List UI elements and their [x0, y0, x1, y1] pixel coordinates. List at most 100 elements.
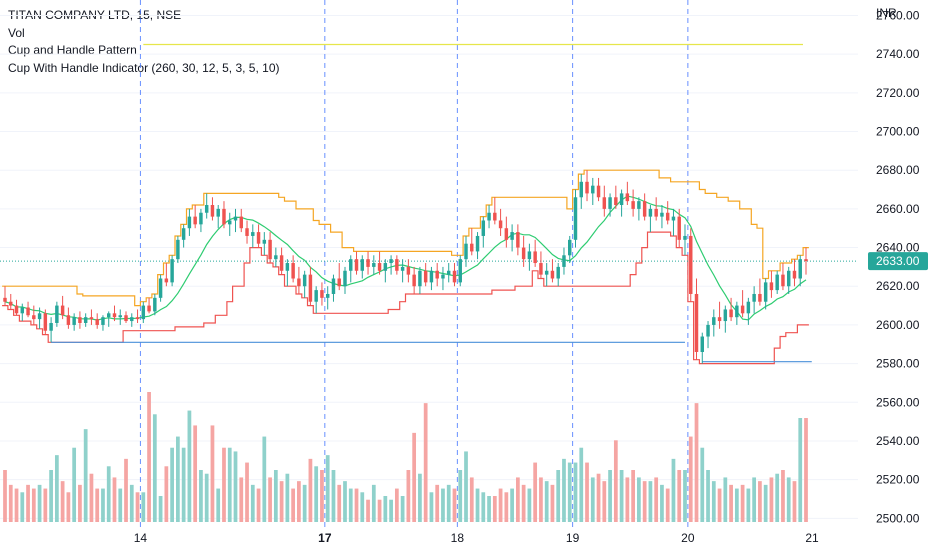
volume-bar [227, 447, 232, 522]
candle-body [406, 266, 411, 275]
volume-bar [469, 477, 474, 522]
candle-body [493, 212, 497, 221]
candle-body [9, 301, 13, 306]
volume-bar [515, 477, 520, 522]
candle-body [135, 317, 140, 320]
volume-bar [539, 477, 543, 522]
candle-body [769, 282, 774, 291]
volume-bar [394, 488, 399, 522]
candle-body [360, 259, 365, 271]
volume-bar [95, 488, 100, 522]
volume-bar [769, 477, 774, 522]
currency-label: INR [876, 6, 897, 20]
legend-vol: Vol [8, 25, 25, 40]
candle-body [556, 266, 560, 279]
candle-body [446, 270, 451, 275]
volume-bar [170, 447, 174, 522]
volume-bar [297, 481, 301, 522]
candle-body [239, 216, 243, 229]
candle-body [279, 255, 284, 271]
volume-bar [337, 484, 342, 522]
candle-body [302, 274, 307, 287]
candle-body [170, 259, 174, 283]
legend-pattern: Cup and Handle Pattern [8, 43, 137, 57]
volume-bar [348, 488, 353, 522]
volume-bar [354, 488, 359, 522]
candle-body [325, 293, 330, 298]
candle-body [349, 259, 353, 271]
candle-body [222, 208, 226, 225]
volume-bar [89, 473, 94, 522]
candle-body [798, 259, 802, 279]
candle-body [792, 270, 797, 279]
y-tick-label: 2580.00 [876, 357, 920, 371]
volume-bar [487, 496, 491, 522]
candle-body [435, 270, 439, 279]
candle-body [677, 216, 681, 240]
candle-body [210, 205, 215, 217]
candle-body [228, 220, 232, 225]
volume-bar [683, 470, 687, 522]
volume-bar [602, 481, 607, 522]
volume-bar [273, 470, 278, 522]
candle-body [383, 263, 388, 271]
volume-bar [550, 484, 555, 522]
volume-bar [72, 447, 77, 522]
price-axis[interactable]: 2500.00 2520.00 2540.00 2560.00 2580.00 2600.… [876, 8, 920, 525]
volume-bar [245, 462, 249, 522]
candle-body [464, 243, 468, 260]
candle-body [723, 309, 728, 322]
candle-body [297, 278, 301, 287]
volume-bar [78, 484, 82, 522]
candle-body [735, 305, 739, 318]
volume-bar [665, 488, 670, 522]
volume-bar [613, 440, 618, 522]
volume-bar [129, 484, 134, 522]
candle-body [20, 307, 25, 314]
candle-body [602, 197, 607, 209]
volume-bar [706, 470, 710, 522]
chart-legend: TITAN COMPANY LTD, 15, NSE Vol Cup and H… [8, 7, 280, 77]
volume-bar [740, 484, 745, 522]
candle-body [158, 278, 163, 298]
volume-bar [291, 488, 296, 522]
candle-body [199, 212, 203, 225]
volume-bar [758, 481, 762, 522]
y-tick-label: 2660.00 [876, 202, 920, 216]
volume-bar [308, 458, 313, 522]
volume-bar [694, 403, 699, 522]
volume-bar [475, 488, 480, 522]
volume-bar [804, 418, 808, 522]
x-tick-label: 17 [318, 531, 332, 545]
volume-bar [181, 447, 186, 522]
volume-bar [573, 462, 578, 522]
candles [3, 170, 808, 364]
volume-bar [792, 481, 797, 522]
volume-bar [164, 466, 169, 522]
candle-body [32, 315, 36, 320]
volume-bar [239, 477, 244, 522]
y-tick-label: 2720.00 [876, 86, 920, 100]
candle-body [654, 208, 658, 217]
candle-body [337, 278, 341, 287]
y-tick-label: 2540.00 [876, 434, 920, 448]
candle-body [130, 317, 134, 322]
candle-body [60, 305, 65, 316]
volume-bar [729, 484, 733, 522]
volume-bar [222, 447, 226, 522]
y-tick-label: 2500.00 [876, 511, 920, 525]
candle-body [614, 197, 618, 206]
time-axis[interactable]: 14 17 18 19 20 21 [134, 531, 819, 545]
candle-body [124, 315, 128, 322]
candle-body [412, 274, 416, 287]
volume-bar [660, 484, 664, 522]
candle-body [37, 313, 42, 320]
volume-bar [158, 496, 163, 522]
candle-body [458, 259, 462, 283]
volume-bar [360, 492, 365, 522]
candle-body [308, 274, 313, 302]
candle-body [516, 232, 520, 248]
volume-bar [544, 481, 549, 522]
volume-bar [204, 473, 209, 522]
